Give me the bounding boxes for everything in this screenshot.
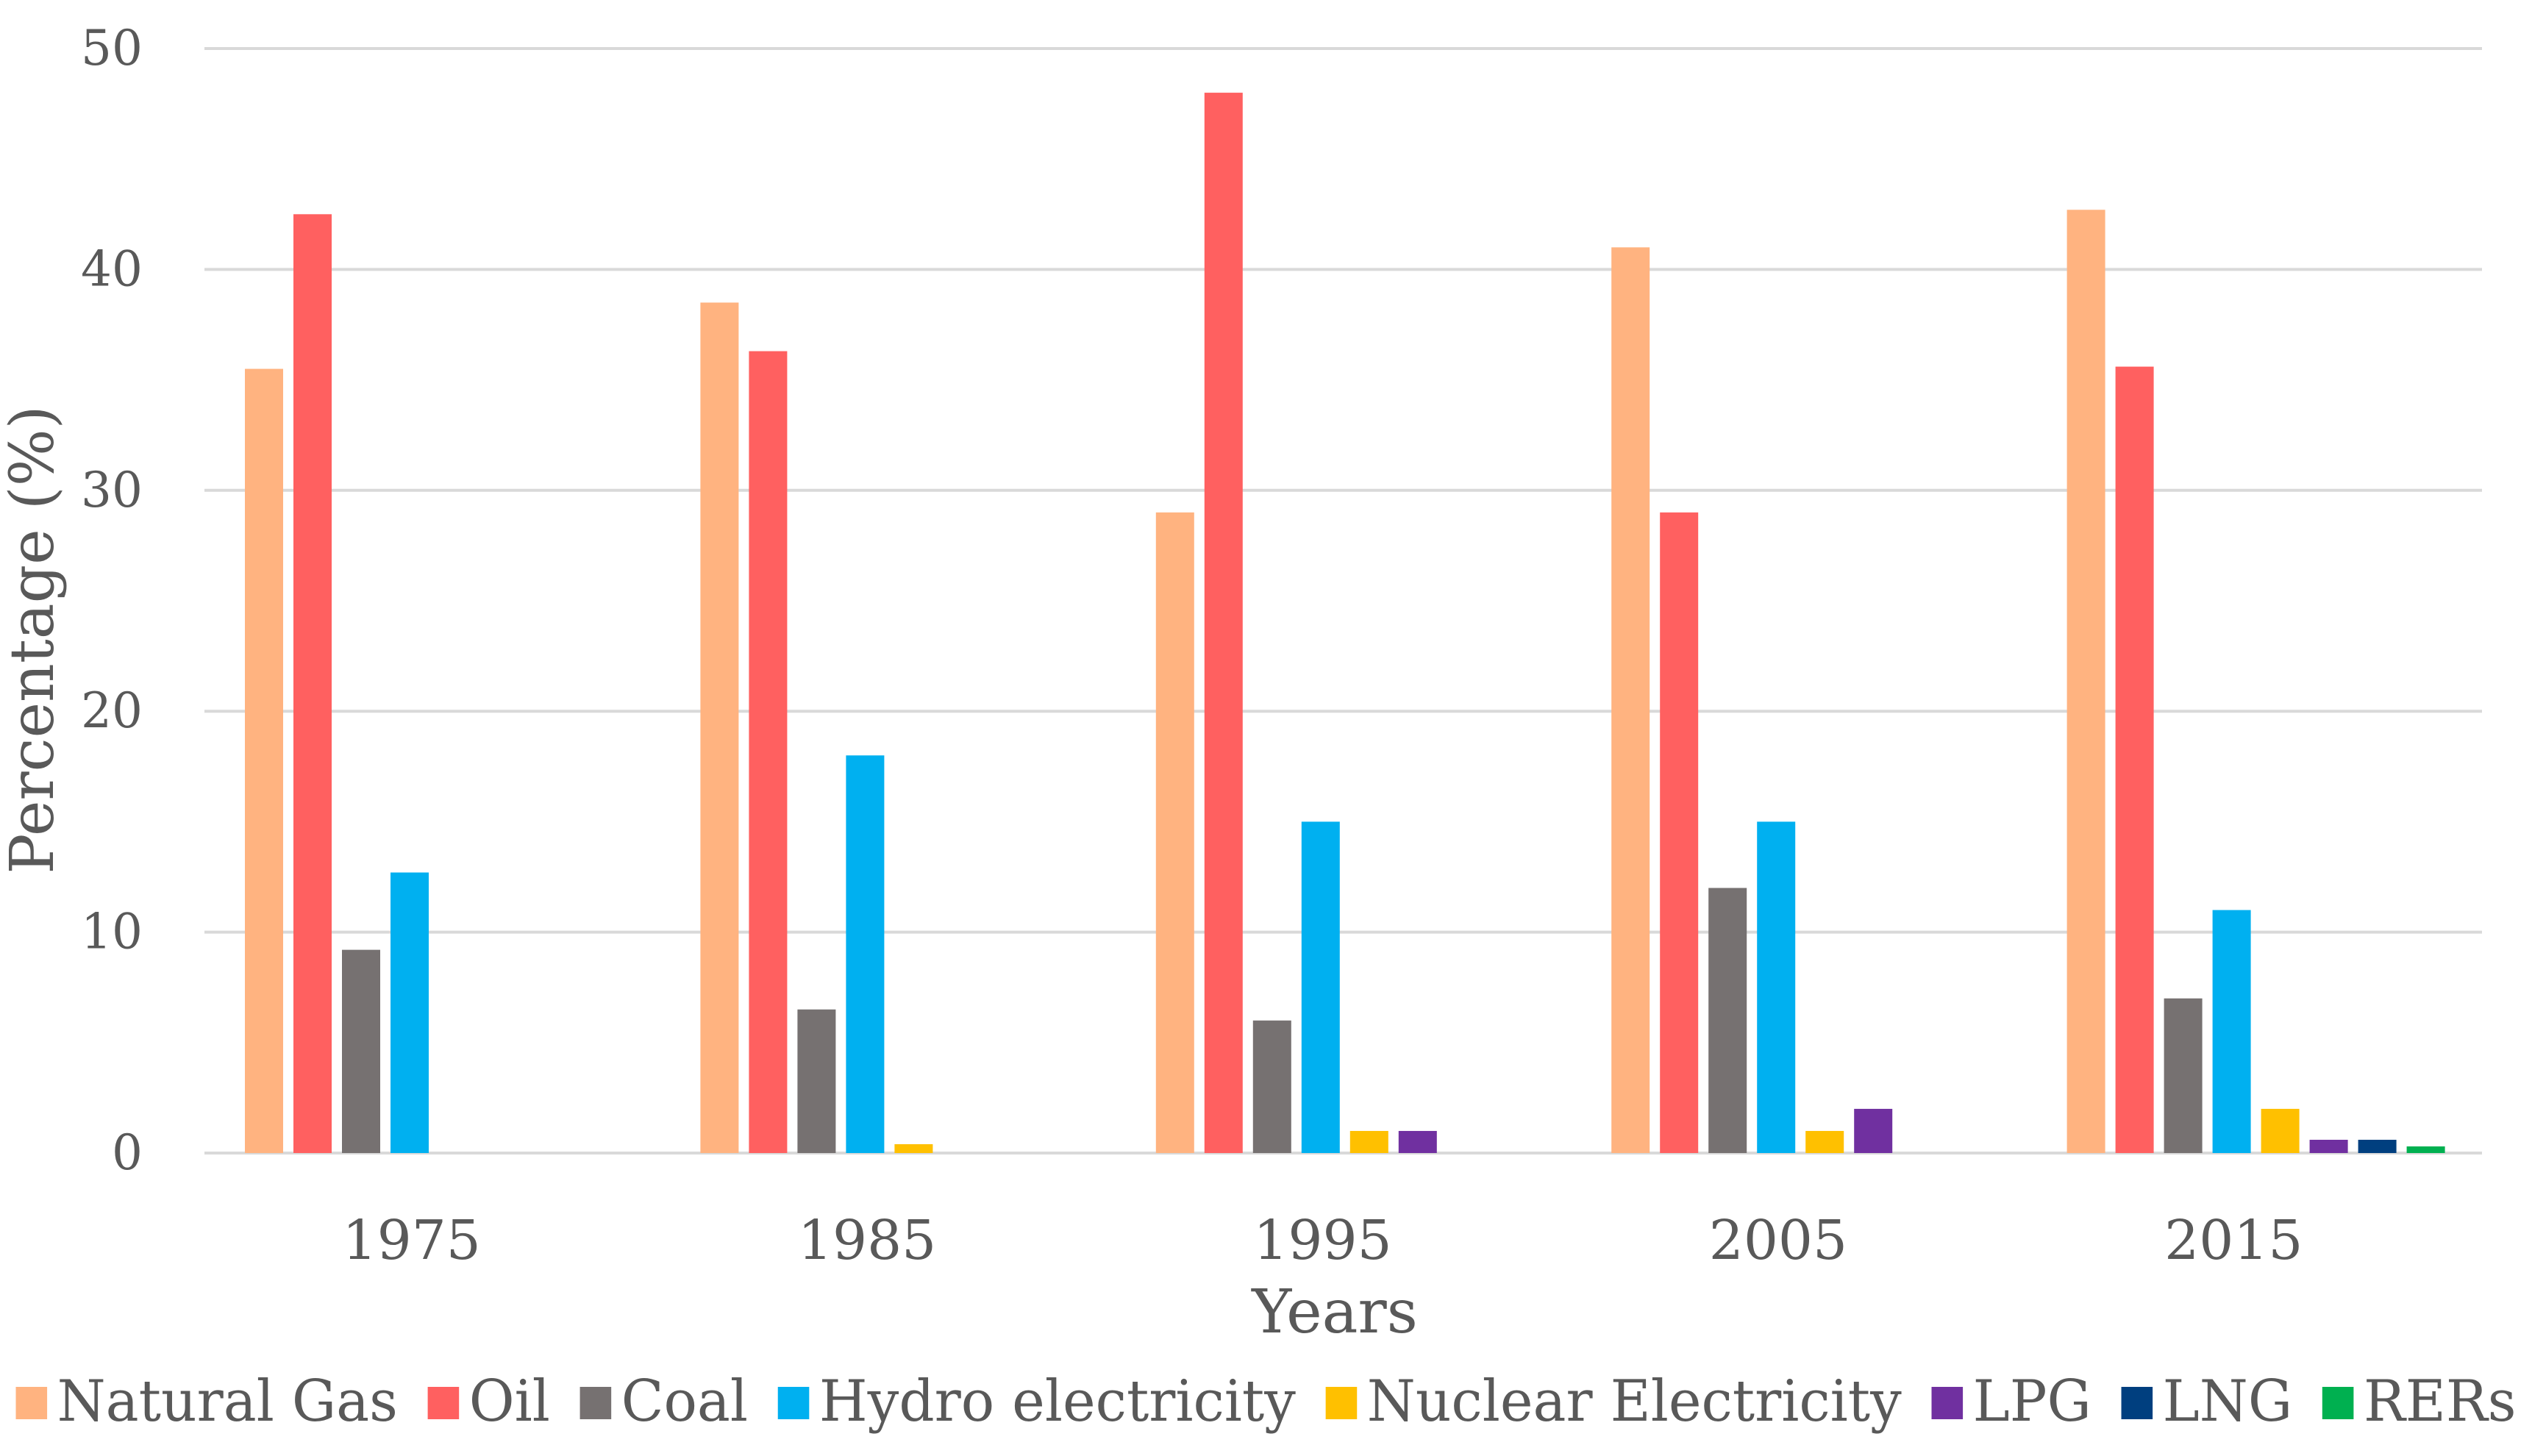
legend-label: LNG (2163, 1368, 2292, 1435)
legend-item: Natural Gas (15, 1368, 398, 1435)
y-tick-label: 0 (112, 1124, 143, 1181)
bar-oil-1985 (749, 351, 788, 1154)
bar-lng-2015 (2358, 1139, 2397, 1153)
x-tick-label: 1995 (1253, 1209, 1391, 1272)
legend-label: RERs (2364, 1368, 2517, 1435)
x-tick-label: 1985 (798, 1209, 936, 1272)
legend-label: Coal (621, 1368, 748, 1435)
legend-swatch (579, 1387, 612, 1419)
bars (245, 93, 2445, 1154)
bar-coal-1985 (797, 1009, 836, 1153)
x-axis-title: Years (1251, 1277, 1418, 1347)
bar-natural-gas-1975 (245, 368, 283, 1154)
bar-oil-1995 (1204, 93, 1243, 1154)
bar-oil-2015 (2115, 366, 2154, 1154)
bar-coal-2015 (2164, 998, 2203, 1153)
legend-swatch (1931, 1387, 1964, 1419)
bar-natural-gas-2005 (1611, 247, 1650, 1153)
legend-swatch (427, 1387, 460, 1419)
x-tick-label: 2005 (1709, 1209, 1847, 1272)
bar-coal-1975 (342, 949, 380, 1153)
bar-coal-2005 (1708, 888, 1747, 1153)
legend-label: Hydro electricity (819, 1368, 1297, 1435)
legend-label: Nuclear Electricity (1367, 1368, 1902, 1435)
bar-natural-gas-1985 (700, 302, 739, 1154)
x-axis-ticks: 1975 1985 1995 2005 2015 (343, 1209, 2303, 1272)
legend-item: LPG (1931, 1368, 2091, 1435)
bar-lpg-2005 (1854, 1108, 1893, 1153)
x-tick-label: 2015 (2164, 1209, 2303, 1272)
legend-swatch (2322, 1387, 2354, 1419)
bar-hydro-electricity-2005 (1757, 821, 1796, 1153)
bar-hydro-electricity-2015 (2212, 910, 2251, 1153)
y-tick-label: 30 (81, 462, 143, 518)
bar-oil-2005 (1660, 512, 1699, 1153)
bar-lpg-1995 (1398, 1130, 1437, 1153)
bar-rers-2015 (2406, 1146, 2445, 1153)
y-axis-title: Percentage (%) (0, 405, 68, 874)
legend-swatch (2121, 1387, 2153, 1419)
bar-hydro-electricity-1995 (1301, 821, 1340, 1153)
legend-item: RERs (2322, 1368, 2517, 1435)
bar-natural-gas-1995 (1155, 512, 1194, 1153)
bar-lpg-2015 (2309, 1139, 2348, 1153)
bar-nuclear-electricity-2005 (1805, 1130, 1844, 1153)
y-tick-label: 50 (81, 20, 143, 76)
legend-item: Nuclear Electricity (1325, 1368, 1902, 1435)
bar-hydro-electricity-1985 (846, 755, 885, 1153)
y-axis-ticks: 0 10 20 30 40 50 (81, 20, 143, 1181)
y-tick-label: 40 (81, 240, 143, 297)
bar-hydro-electricity-1975 (391, 872, 429, 1153)
bar-oil-1975 (293, 214, 332, 1153)
legend-label: Natural Gas (57, 1368, 398, 1435)
bar-coal-1995 (1252, 1020, 1291, 1153)
legend: Natural Gas Oil Coal Hydro electricity Nucle… (15, 1368, 2517, 1435)
legend-swatch (777, 1387, 810, 1419)
legend-item: LNG (2121, 1368, 2292, 1435)
bar-nuclear-electricity-2015 (2261, 1108, 2300, 1153)
bar-nuclear-electricity-1985 (894, 1143, 933, 1153)
bar-natural-gas-2015 (2066, 210, 2105, 1153)
legend-swatch (1325, 1387, 1358, 1419)
legend-item: Hydro electricity (777, 1368, 1297, 1435)
y-tick-label: 10 (81, 904, 143, 960)
y-tick-label: 20 (81, 682, 143, 739)
legend-item: Coal (579, 1368, 748, 1435)
legend-label: LPG (1973, 1368, 2091, 1435)
legend-swatch (15, 1387, 48, 1419)
legend-label: Oil (469, 1368, 550, 1435)
x-tick-label: 1975 (343, 1209, 481, 1272)
legend-item: Oil (427, 1368, 550, 1435)
bar-nuclear-electricity-1995 (1349, 1130, 1388, 1153)
